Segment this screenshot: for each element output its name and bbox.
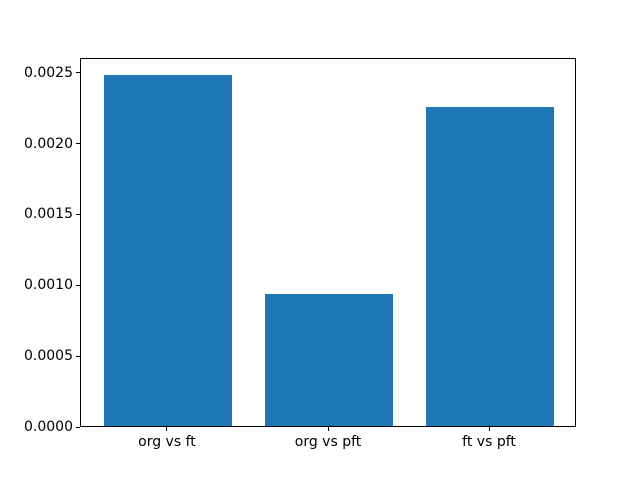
x-tick-label: org vs pft (294, 434, 362, 450)
y-tick-mark (76, 426, 80, 428)
x-tick-mark (327, 427, 329, 431)
y-tick-label: 0.0005 (24, 348, 73, 365)
x-tick-label: org vs ft (138, 434, 196, 450)
y-tick-label: 0.0015 (24, 206, 73, 223)
y-tick-mark (76, 213, 80, 215)
x-tick-mark (488, 427, 490, 431)
bar-ft-vs-pft (425, 107, 555, 426)
plot-area (80, 58, 576, 427)
x-tick-label: ft vs pft (462, 434, 516, 450)
bar-org-vs-pft (264, 294, 394, 426)
x-tick-mark (166, 427, 168, 431)
y-tick-mark (76, 355, 80, 357)
y-tick-label: 0.0010 (24, 277, 73, 294)
bar-org-vs-ft (103, 74, 233, 426)
y-tick-mark (76, 143, 80, 145)
y-tick-mark (76, 72, 80, 74)
y-tick-label: 0.0020 (24, 135, 73, 152)
y-tick-label: 0.0025 (24, 64, 73, 81)
y-tick-label: 0.0000 (24, 419, 73, 435)
y-tick-mark (76, 284, 80, 286)
